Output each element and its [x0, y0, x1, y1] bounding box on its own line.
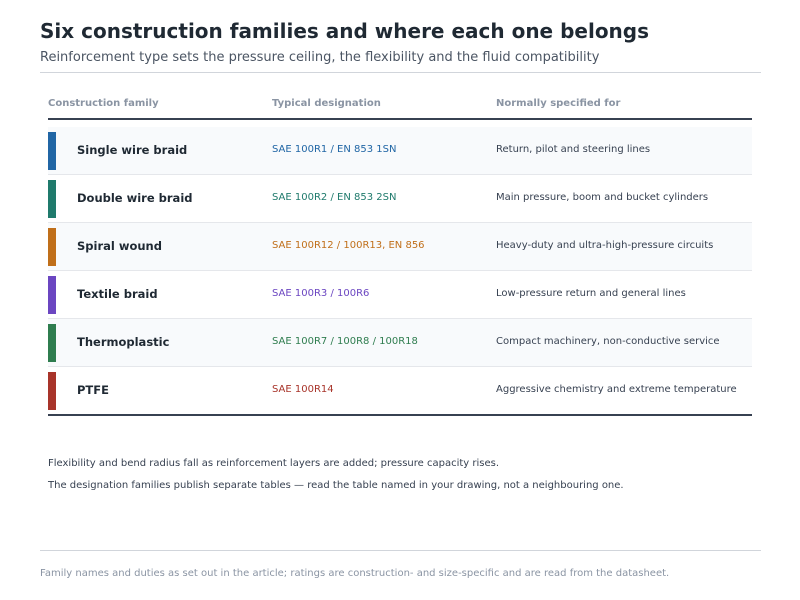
- family-designation: SAE 100R2 / EN 853 2SN: [272, 192, 397, 203]
- column-header-designation: Typical designation: [272, 98, 381, 109]
- family-name: Thermoplastic: [77, 335, 170, 349]
- table-row: Single wire braid SAE 100R1 / EN 853 1SN…: [48, 127, 752, 175]
- family-designation: SAE 100R7 / 100R8 / 100R18: [272, 336, 418, 347]
- family-designation: SAE 100R14: [272, 384, 334, 395]
- table-row: Textile braid SAE 100R3 / 100R6 Low-pres…: [48, 271, 752, 319]
- page-subtitle: Reinforcement type sets the pressure cei…: [40, 50, 600, 65]
- family-color-swatch: [48, 132, 56, 170]
- column-header-family: Construction family: [48, 98, 159, 109]
- family-designation: SAE 100R12 / 100R13, EN 856: [272, 240, 425, 251]
- family-color-swatch: [48, 180, 56, 218]
- table-body: Single wire braid SAE 100R1 / EN 853 1SN…: [48, 127, 752, 416]
- family-color-swatch: [48, 228, 56, 266]
- family-color-swatch: [48, 276, 56, 314]
- table-row: Thermoplastic SAE 100R7 / 100R8 / 100R18…: [48, 319, 752, 367]
- footer-note: Family names and duties as set out in th…: [40, 568, 670, 579]
- column-header-use: Normally specified for: [496, 98, 621, 109]
- family-name: Single wire braid: [77, 143, 188, 157]
- table-row: Spiral wound SAE 100R12 / 100R13, EN 856…: [48, 223, 752, 271]
- header-divider: [40, 72, 761, 73]
- table-header: Construction family Typical designation …: [48, 96, 752, 120]
- family-color-swatch: [48, 372, 56, 410]
- family-name: PTFE: [77, 383, 109, 397]
- family-designation: SAE 100R3 / 100R6: [272, 288, 370, 299]
- table-row: PTFE SAE 100R14 Aggressive chemistry and…: [48, 367, 752, 416]
- family-name: Textile braid: [77, 287, 158, 301]
- page-title: Six construction families and where each…: [40, 19, 650, 43]
- note-flexibility: Flexibility and bend radius fall as rein…: [48, 458, 500, 469]
- family-use: Low-pressure return and general lines: [496, 288, 686, 299]
- note-designation-tables: The designation families publish separat…: [48, 480, 624, 491]
- family-use: Heavy-duty and ultra-high-pressure circu…: [496, 240, 714, 251]
- construction-table: Construction family Typical designation …: [48, 96, 752, 416]
- family-use: Compact machinery, non-conductive servic…: [496, 336, 720, 347]
- family-use: Return, pilot and steering lines: [496, 144, 651, 155]
- footer-divider: [40, 550, 761, 551]
- family-designation: SAE 100R1 / EN 853 1SN: [272, 144, 397, 155]
- table-row: Double wire braid SAE 100R2 / EN 853 2SN…: [48, 175, 752, 223]
- family-name: Spiral wound: [77, 239, 162, 253]
- family-use: Main pressure, boom and bucket cylinders: [496, 192, 709, 203]
- family-color-swatch: [48, 324, 56, 362]
- family-use: Aggressive chemistry and extreme tempera…: [496, 384, 737, 395]
- family-name: Double wire braid: [77, 191, 193, 205]
